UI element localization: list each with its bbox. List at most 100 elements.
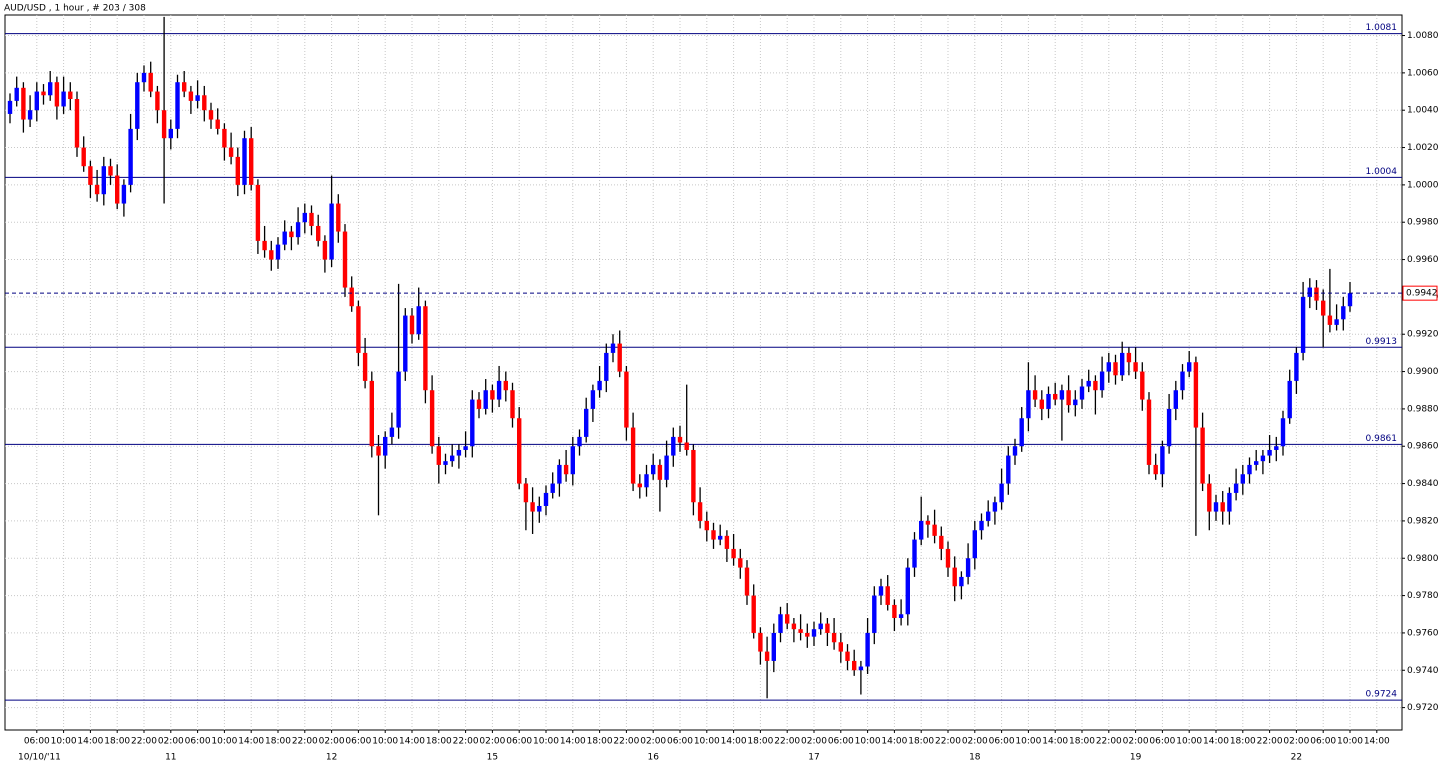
x-tick-label: 18:00 bbox=[265, 737, 291, 747]
y-tick-label: 1.0000 bbox=[1407, 180, 1439, 190]
candle-body bbox=[1166, 408, 1172, 447]
y-tick-label: 0.9880 bbox=[1407, 404, 1439, 414]
candle-body bbox=[68, 91, 73, 100]
x-tick-label: 10:00 bbox=[51, 737, 77, 747]
candle-body bbox=[637, 483, 642, 488]
candle-body bbox=[1140, 371, 1145, 400]
candle-body bbox=[644, 474, 649, 488]
candle-body bbox=[262, 240, 267, 251]
candle-body bbox=[443, 461, 448, 465]
candle-body bbox=[27, 110, 33, 120]
x-tick-label: 02:00 bbox=[319, 737, 345, 747]
candle-body bbox=[932, 524, 937, 536]
candle-body bbox=[724, 535, 730, 549]
x-tick-label: 02:00 bbox=[1283, 737, 1309, 747]
candle-body bbox=[657, 464, 663, 480]
x-tick-label: 22:00 bbox=[453, 737, 479, 747]
candle-body bbox=[470, 399, 475, 447]
candle-body bbox=[1133, 362, 1138, 372]
candle-body bbox=[322, 240, 328, 260]
candle-body bbox=[550, 483, 555, 493]
candle-body bbox=[590, 390, 596, 409]
candle-body bbox=[249, 138, 254, 185]
candle-body bbox=[342, 231, 348, 288]
y-tick-label: 0.9860 bbox=[1407, 442, 1439, 452]
candle-body bbox=[208, 110, 214, 120]
candle-body bbox=[1113, 362, 1118, 376]
current-price-box bbox=[1402, 285, 1438, 301]
candle-body bbox=[1026, 390, 1031, 419]
candle-body bbox=[1247, 464, 1252, 475]
x-tick-label: 06:00 bbox=[506, 737, 532, 747]
candle-body bbox=[738, 558, 743, 568]
candle-body bbox=[135, 82, 140, 129]
x-tick-label: 10:00 bbox=[211, 737, 237, 747]
candle-body bbox=[543, 492, 549, 506]
candle-body bbox=[1093, 380, 1098, 391]
candle-body bbox=[456, 449, 462, 456]
candle-body bbox=[1180, 371, 1185, 391]
candle-body bbox=[1233, 483, 1239, 493]
x-tick-label: 02:00 bbox=[801, 737, 827, 747]
x-tick-label: 14:00 bbox=[77, 737, 103, 747]
candle-body bbox=[1187, 362, 1192, 372]
x-tick-label: 06:00 bbox=[1310, 737, 1336, 747]
x-tick-label: 14:00 bbox=[560, 737, 586, 747]
candle-body bbox=[791, 623, 797, 630]
x-tick-label: 14:00 bbox=[1203, 737, 1229, 747]
candle-body bbox=[175, 82, 180, 129]
candle-body bbox=[630, 427, 636, 484]
candle-body bbox=[496, 380, 502, 400]
x-tick-label: 14:00 bbox=[399, 737, 425, 747]
date-label: 12 bbox=[326, 753, 337, 763]
candle-body bbox=[483, 390, 488, 409]
candle-body bbox=[1327, 315, 1333, 325]
x-tick-label: 18:00 bbox=[1069, 737, 1095, 747]
x-tick-label: 06:00 bbox=[667, 737, 693, 747]
candle-body bbox=[1059, 390, 1065, 400]
level-label: 0.9724 bbox=[1366, 690, 1398, 700]
candle-body bbox=[34, 91, 39, 111]
candle-body bbox=[577, 436, 582, 447]
candle-body bbox=[604, 352, 609, 381]
y-tick-label: 0.9920 bbox=[1407, 330, 1439, 340]
candle-body bbox=[1099, 371, 1105, 391]
candle-body bbox=[510, 390, 515, 419]
candle-body bbox=[329, 203, 334, 260]
candle-body bbox=[436, 446, 441, 465]
x-tick-label: 18:00 bbox=[1230, 737, 1256, 747]
candle-body bbox=[1066, 390, 1071, 406]
candle-body bbox=[302, 212, 307, 223]
candle-body bbox=[1334, 319, 1339, 325]
candle-body bbox=[148, 72, 153, 92]
chart-title: AUD/USD , 1 hour , # 203 / 308 bbox=[4, 4, 146, 14]
candle-body bbox=[195, 95, 200, 101]
candle-body bbox=[999, 483, 1004, 503]
candle-body bbox=[1193, 362, 1199, 428]
candle-body bbox=[925, 520, 931, 525]
candle-body bbox=[450, 455, 455, 462]
candle-body bbox=[101, 166, 106, 195]
x-tick-label: 02:00 bbox=[479, 737, 505, 747]
candle-body bbox=[429, 390, 435, 447]
candle-body bbox=[691, 449, 696, 503]
x-tick-label: 10:00 bbox=[855, 737, 881, 747]
x-tick-label: 02:00 bbox=[1123, 737, 1149, 747]
candle-body bbox=[831, 632, 837, 643]
y-tick-label: 1.0020 bbox=[1407, 143, 1439, 153]
candle-body bbox=[54, 82, 60, 107]
candle-body bbox=[952, 567, 957, 587]
date-label: 18 bbox=[969, 753, 981, 763]
candle-body bbox=[811, 629, 817, 637]
candle-body bbox=[872, 595, 877, 633]
candle-body bbox=[336, 203, 341, 232]
candle-body bbox=[919, 520, 924, 540]
candle-body bbox=[945, 548, 951, 568]
candle-body bbox=[1173, 390, 1178, 409]
x-tick-label: 06:00 bbox=[989, 737, 1015, 747]
date-label: 19 bbox=[1130, 753, 1142, 763]
candle-body bbox=[1280, 418, 1286, 447]
candle-body bbox=[235, 156, 240, 185]
x-tick-label: 10:00 bbox=[1337, 737, 1363, 747]
